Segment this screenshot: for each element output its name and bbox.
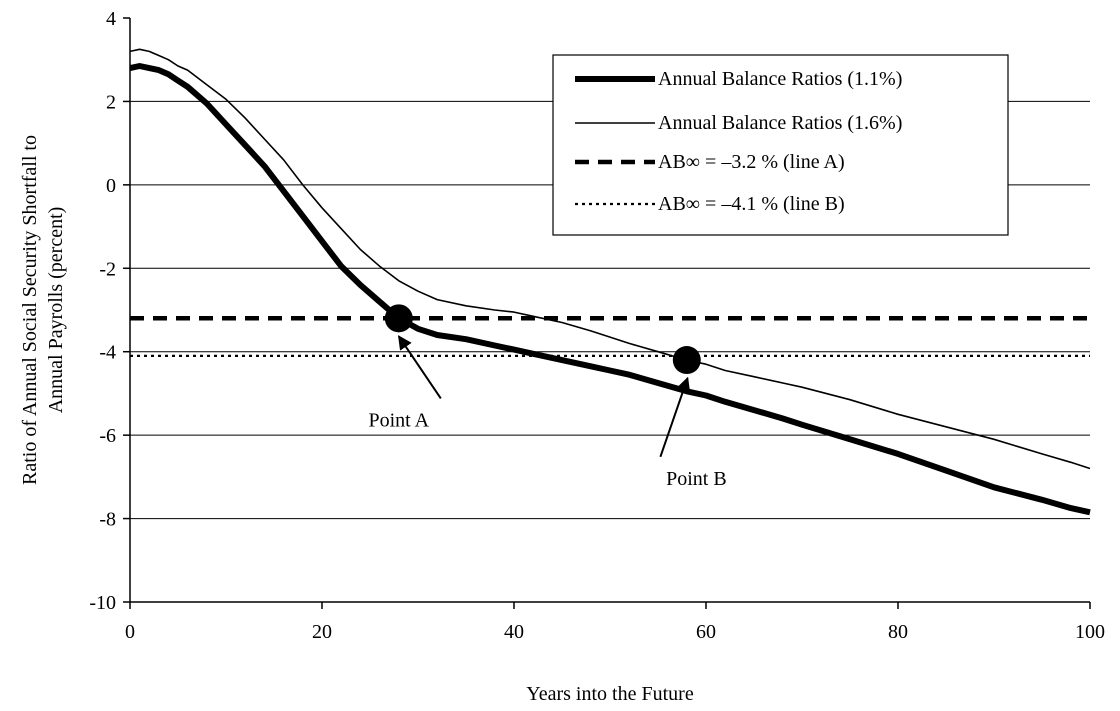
x-tick-label: 80 [888,621,908,643]
y-axis-title: Ratio of Annual Social Security Shortfal… [19,135,67,485]
y-tick-label: -8 [99,509,116,531]
x-tick-label: 20 [312,621,332,643]
x-tick-label: 0 [125,621,135,643]
y-tick-label: -4 [99,342,116,364]
ticks: 420-2-4-6-8-100 20 40 60 80 100 [89,8,1105,643]
y-tick-label: -2 [99,258,116,280]
data-series [129,48,1091,516]
point-arrow-1 [659,376,691,458]
legend-label-line-a: AB∞ = –3.2 % (line A) [658,151,845,173]
y-tick-label: 4 [106,8,116,30]
point-marker-0 [384,304,413,333]
legend-box [552,54,1009,236]
reference-lines [130,316,1090,357]
point-arrow-0 [397,335,442,400]
y-tick-label: 0 [106,175,116,197]
legend-label-line-b: AB∞ = –4.1 % (line B) [658,193,845,215]
x-tick-label: 40 [504,621,524,643]
y-tick-label: -10 [89,592,116,614]
legend-label-1-1pct: Annual Balance Ratios (1.1%) [658,68,902,90]
legend-label-1-6pct: Annual Balance Ratios (1.6%) [658,112,902,134]
y-tick-label: 2 [106,91,116,113]
series-line-0 [129,63,1091,516]
x-tick-label: 60 [696,621,716,643]
axes [129,18,1090,603]
annotations: Point A Point B [369,304,727,490]
point-label-0: Point A [369,409,430,431]
legend: Annual Balance Ratios (1.1%) Annual Bala… [552,54,1009,236]
x-tick-label: 100 [1075,621,1105,643]
series-line-1 [129,48,1091,470]
y-axis-title-line-1: Ratio of Annual Social Security Shortfal… [19,135,41,485]
y-tick-label: -6 [99,425,116,447]
point-marker-1 [672,346,701,375]
x-axis-title: Years into the Future [526,683,694,705]
point-label-1: Point B [666,468,727,490]
y-axis-title-line-2: Annual Payrolls (percent) [45,207,67,414]
